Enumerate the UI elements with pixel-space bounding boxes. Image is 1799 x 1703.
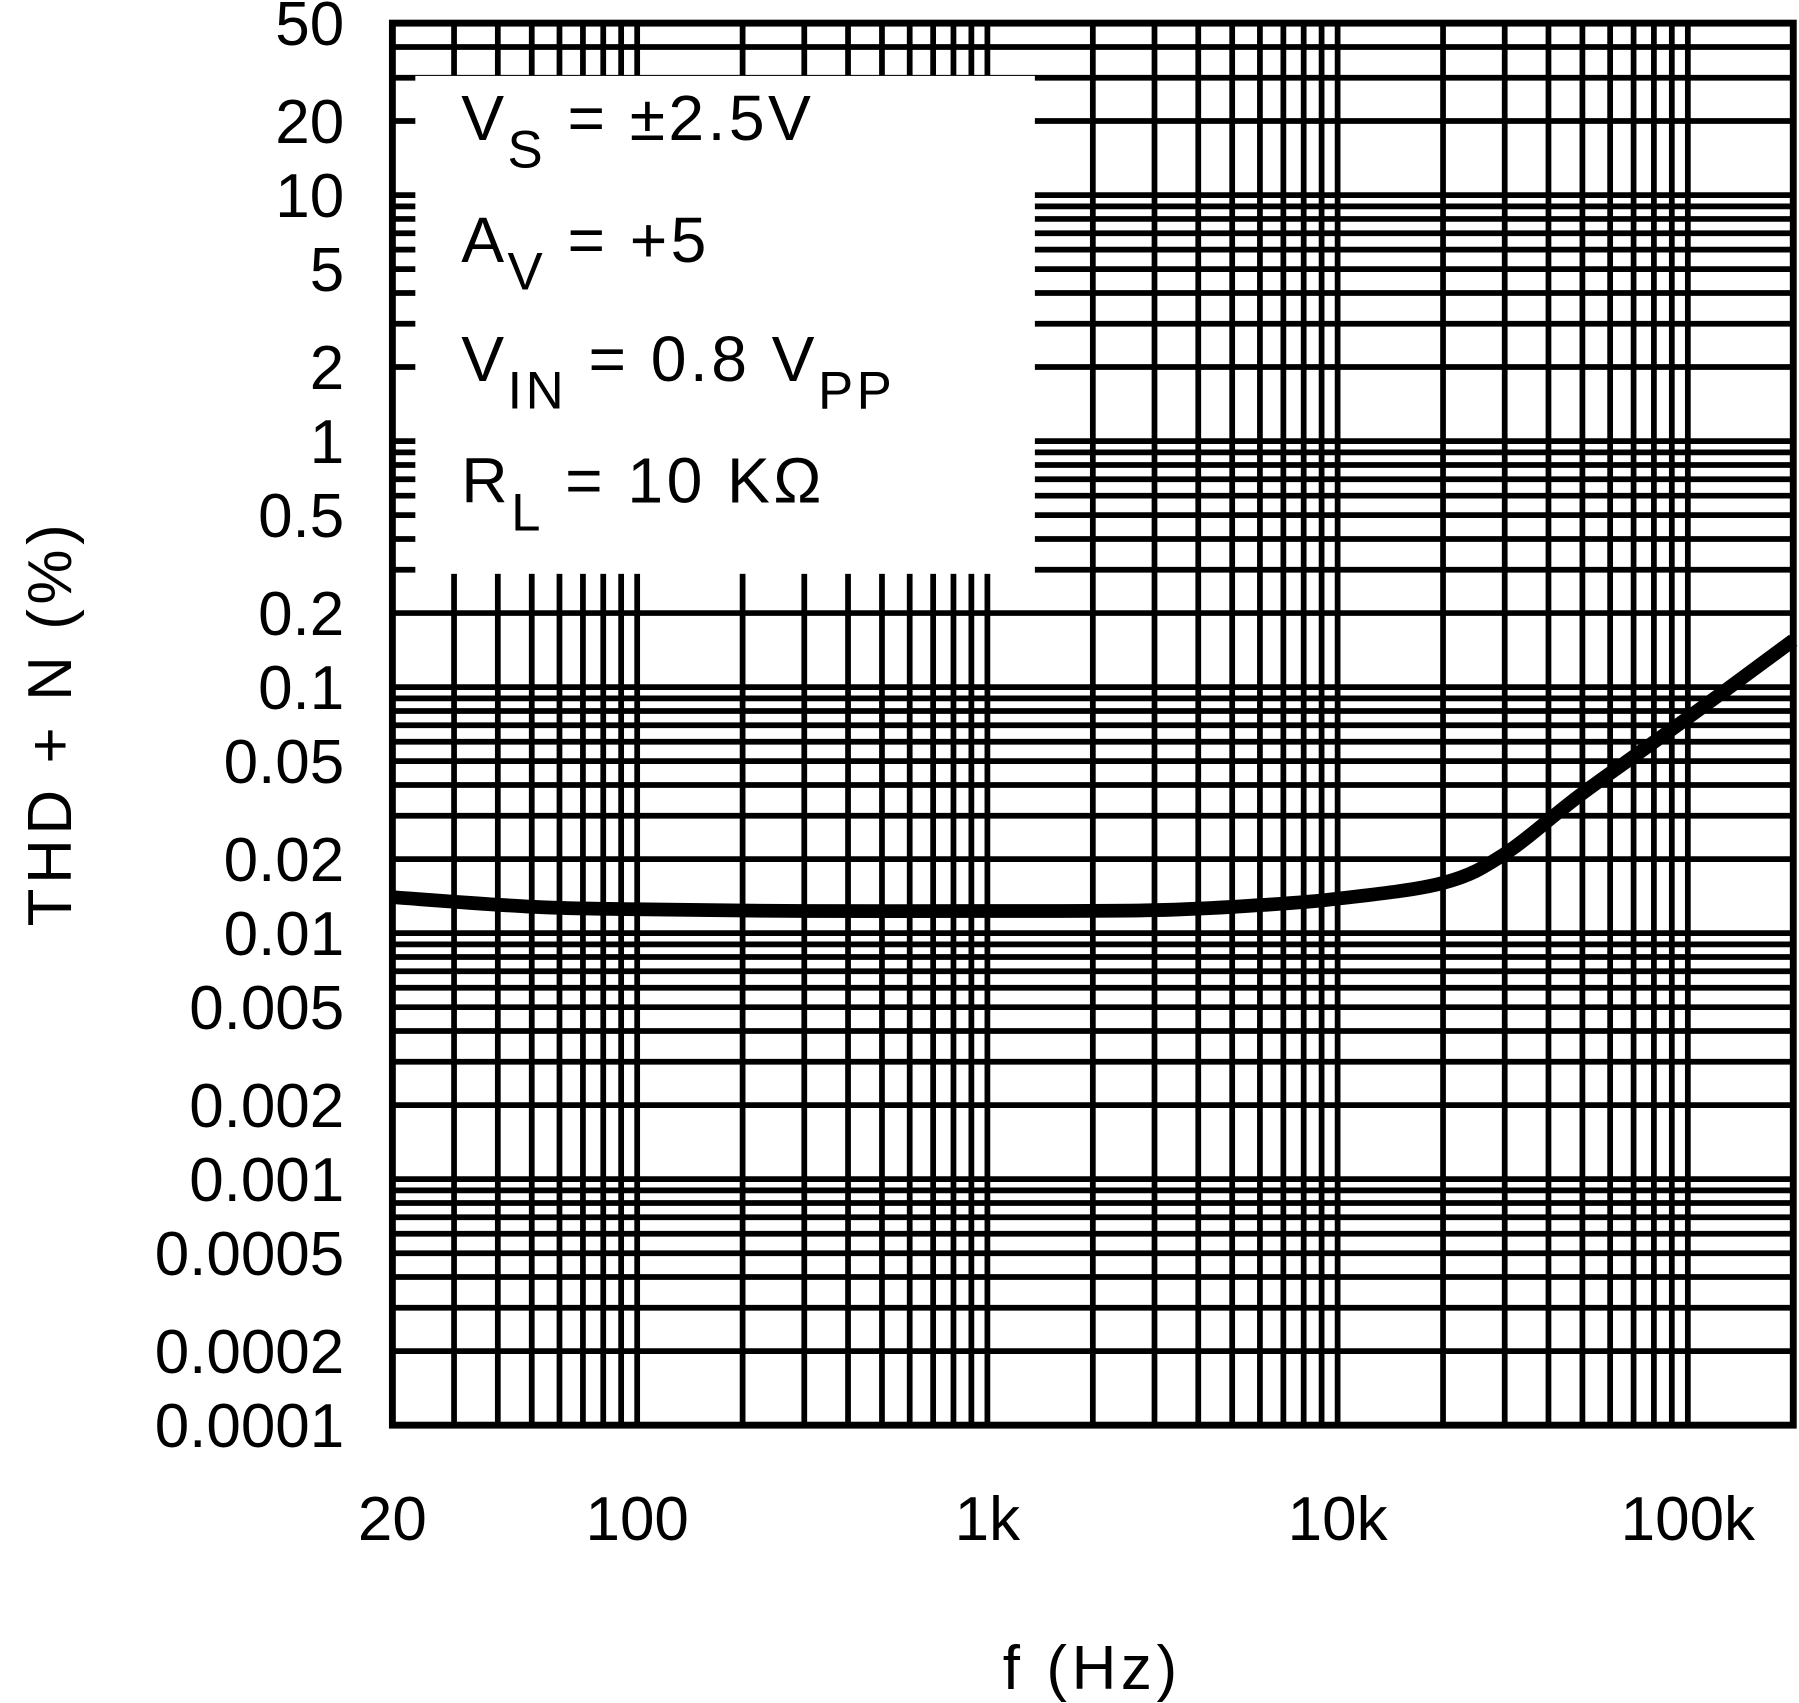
y-tick-label: 0.005 bbox=[189, 974, 344, 1043]
x-axis-label: f (Hz) bbox=[1003, 1634, 1182, 1703]
y-tick-label: 0.0005 bbox=[155, 1220, 344, 1289]
y-tick-label: 10 bbox=[275, 162, 344, 231]
annotation-line: VS = ±2.5V bbox=[461, 82, 814, 180]
y-tick-label: 0.1 bbox=[258, 654, 344, 723]
y-tick-label: 0.001 bbox=[189, 1146, 344, 1215]
y-tick-label: 0.5 bbox=[258, 482, 344, 551]
x-tick-label: 20 bbox=[358, 1485, 427, 1554]
y-tick-label: 0.0001 bbox=[155, 1392, 344, 1461]
y-tick-label: 50 bbox=[275, 0, 344, 59]
y-tick-label: 0.05 bbox=[224, 728, 345, 797]
x-tick-label: 100 bbox=[586, 1485, 689, 1554]
plot-frame bbox=[388, 19, 1797, 1429]
y-tick-label: 0.02 bbox=[224, 826, 345, 895]
y-tick-label: 0.0002 bbox=[155, 1318, 344, 1387]
y-tick-label: 20 bbox=[275, 88, 344, 157]
curve-layer bbox=[391, 634, 1798, 919]
y-tick-label: 2 bbox=[310, 334, 344, 403]
annotation-line: RL = 10 KΩ bbox=[461, 445, 825, 543]
y-tick-label: 5 bbox=[310, 236, 344, 305]
conditions-annotation: VS = ±2.5V AV = +5 VIN = 0.8 VPP RL = 10 KΩ bbox=[461, 82, 895, 543]
x-tick-label: 10k bbox=[1288, 1485, 1389, 1554]
annotation-line: VIN = 0.8 VPP bbox=[461, 323, 895, 421]
y-tick-label: 0.2 bbox=[258, 580, 344, 649]
thd-curve bbox=[391, 634, 1798, 919]
y-tick-label: 1 bbox=[310, 408, 344, 477]
annotation-box bbox=[415, 75, 1035, 574]
x-tick-labels: 20 100 1k 10k 100k bbox=[358, 1485, 1756, 1554]
annotation-line: AV = +5 bbox=[461, 204, 710, 302]
y-axis-label: THD + N (%) bbox=[16, 520, 85, 927]
x-tick-label: 1k bbox=[955, 1485, 1021, 1554]
x-tick-label: 100k bbox=[1621, 1485, 1756, 1554]
y-tick-label: 0.01 bbox=[224, 900, 345, 969]
y-tick-label: 0.002 bbox=[189, 1072, 344, 1141]
